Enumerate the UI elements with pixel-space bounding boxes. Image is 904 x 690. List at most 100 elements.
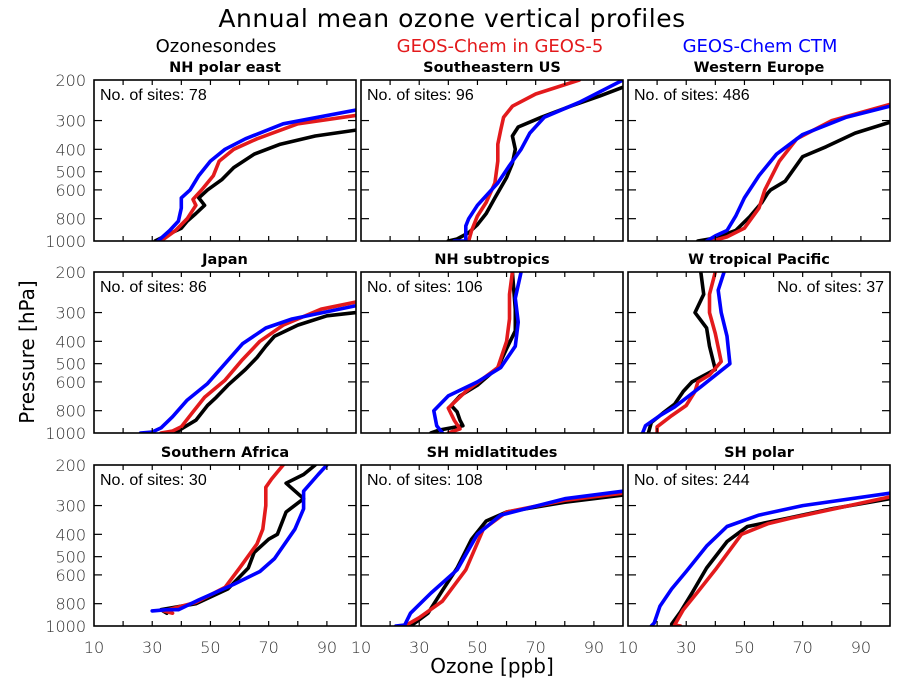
x-tick-label: 70 [792, 638, 812, 657]
x-tick-label: 30 [409, 638, 429, 657]
series-group [696, 102, 890, 241]
panel-sh-midlatitudes: SH midlatitudes 10 30 50 70 90 No. of sites: 1… [351, 445, 624, 657]
x-tick-label: 70 [258, 638, 278, 657]
series-line-geos-chem-in-geos-5 [159, 300, 356, 433]
y-tick-label: 300 [55, 304, 86, 323]
panel-w-tropical-pacific: W tropical Pacific No. of sites: 37 [627, 252, 891, 434]
y-tick-label: 800 [55, 402, 86, 421]
panel-western-europe: Western Europe No. of sites: 486 [627, 60, 891, 242]
panel-frame [360, 464, 624, 627]
y-tick-label: 200 [55, 71, 86, 90]
series-line-ozonesondes [153, 128, 356, 241]
legend-entry-ctm: GEOS-Chem CTM [683, 36, 838, 57]
legend-entry-ozonesondes: Ozonesondes [156, 36, 277, 57]
series-line-geos-chem-in-geos-5 [710, 102, 890, 241]
panel-frame [360, 271, 624, 434]
y-tick-label: 600 [55, 373, 86, 392]
series-group [394, 489, 623, 626]
series-line-geos-chem-in-geos-5 [672, 495, 890, 626]
panel-title: NH polar east [169, 60, 281, 76]
x-tick-label: 50 [200, 638, 220, 657]
site-count-label: No. of sites: 244 [634, 472, 750, 489]
panel-title: SH midlatitudes [427, 445, 558, 461]
series-group [153, 108, 356, 241]
series-group [138, 300, 356, 433]
y-tick-label: 200 [55, 263, 86, 282]
series-line-geos-chem-ctm [640, 272, 732, 433]
y-tick-label: 500 [55, 355, 86, 374]
panel-title: Southern Africa [161, 445, 289, 461]
series-group [640, 272, 732, 433]
series-line-geos-chem-ctm [394, 489, 623, 626]
y-tick-label: 600 [55, 566, 86, 585]
series-line-geos-chem-ctm [704, 104, 890, 241]
x-tick-label: 70 [525, 638, 545, 657]
x-tick-label: 90 [584, 638, 604, 657]
panel-frame [627, 464, 891, 627]
panel-frame [627, 271, 891, 434]
series-line-geos-chem-ctm [452, 80, 623, 241]
panel-frame [93, 79, 357, 242]
x-tick-label: 30 [676, 638, 696, 657]
series-line-geos-chem-ctm [432, 272, 523, 433]
y-axis-label: Pressure [hPa] [15, 280, 39, 423]
series-group [446, 80, 623, 241]
series-line-geos-chem-in-geos-5 [466, 80, 582, 241]
series-line-ozonesondes [173, 310, 356, 433]
y-tick-label: 1000 [45, 617, 86, 636]
panel-title: Japan [201, 252, 248, 268]
series-line-ozonesondes [669, 496, 890, 626]
site-count-label: No. of sites: 30 [100, 472, 207, 489]
panel-title: W tropical Pacific [688, 252, 830, 268]
y-tick-label: 1000 [45, 424, 86, 443]
y-tick-label: 200 [55, 456, 86, 475]
y-tick-label: 500 [55, 548, 86, 567]
site-count-label: No. of sites: 96 [367, 87, 474, 104]
series-line-geos-chem-ctm [150, 465, 329, 613]
y-tick-label: 400 [55, 140, 86, 159]
panel-nh-subtropics: NH subtropics No. of sites: 106 [360, 252, 624, 434]
legend: Ozonesondes GEOS-Chem in GEOS-5 GEOS-Che… [156, 36, 838, 57]
figure-title: Annual mean ozone vertical profiles [218, 4, 685, 33]
x-tick-label: 50 [734, 638, 754, 657]
x-axis-label: Ozone [ppb] [430, 654, 554, 678]
x-tick-label: 90 [317, 638, 337, 657]
site-count-label: No. of sites: 106 [367, 279, 483, 296]
site-count-label: No. of sites: 86 [100, 279, 207, 296]
panel-title: NH subtropics [434, 252, 549, 268]
x-tick-label: 90 [851, 638, 871, 657]
x-tick-label: 10 [351, 638, 371, 657]
series-line-geos-chem-in-geos-5 [655, 272, 723, 433]
series-line-ozonesondes [446, 85, 623, 241]
series-line-geos-chem-ctm [156, 108, 356, 241]
series-line-geos-chem-in-geos-5 [446, 272, 515, 433]
x-tick-label: 10 [84, 638, 104, 657]
y-tick-label: 500 [55, 163, 86, 182]
panel-frame [93, 271, 357, 434]
panel-southeastern-us: Southeastern US No. of sites: 96 [360, 60, 624, 242]
x-tick-label: 50 [467, 638, 487, 657]
series-line-geos-chem-in-geos-5 [159, 113, 356, 241]
x-tick-label: 30 [142, 638, 162, 657]
series-group [150, 465, 329, 615]
panel-frame [360, 79, 624, 242]
panel-frame [93, 464, 357, 627]
y-tick-label: 800 [55, 210, 86, 229]
site-count-label: No. of sites: 78 [100, 87, 207, 104]
panel-frame [627, 79, 891, 242]
y-tick-label: 400 [55, 332, 86, 351]
x-tick-label: 10 [618, 638, 638, 657]
panel-title: Western Europe [694, 60, 825, 76]
panel-title: Southeastern US [423, 60, 561, 76]
y-tick-label: 400 [55, 525, 86, 544]
site-count-label: No. of sites: 486 [634, 87, 750, 104]
series-line-geos-chem-ctm [138, 303, 356, 433]
y-tick-label: 600 [55, 181, 86, 200]
legend-entry-geos5: GEOS-Chem in GEOS-5 [397, 36, 604, 57]
panel-sh-polar: SH polar 10 30 50 70 90 No. of sites: 244 [618, 445, 891, 657]
y-tick-label: 300 [55, 112, 86, 131]
